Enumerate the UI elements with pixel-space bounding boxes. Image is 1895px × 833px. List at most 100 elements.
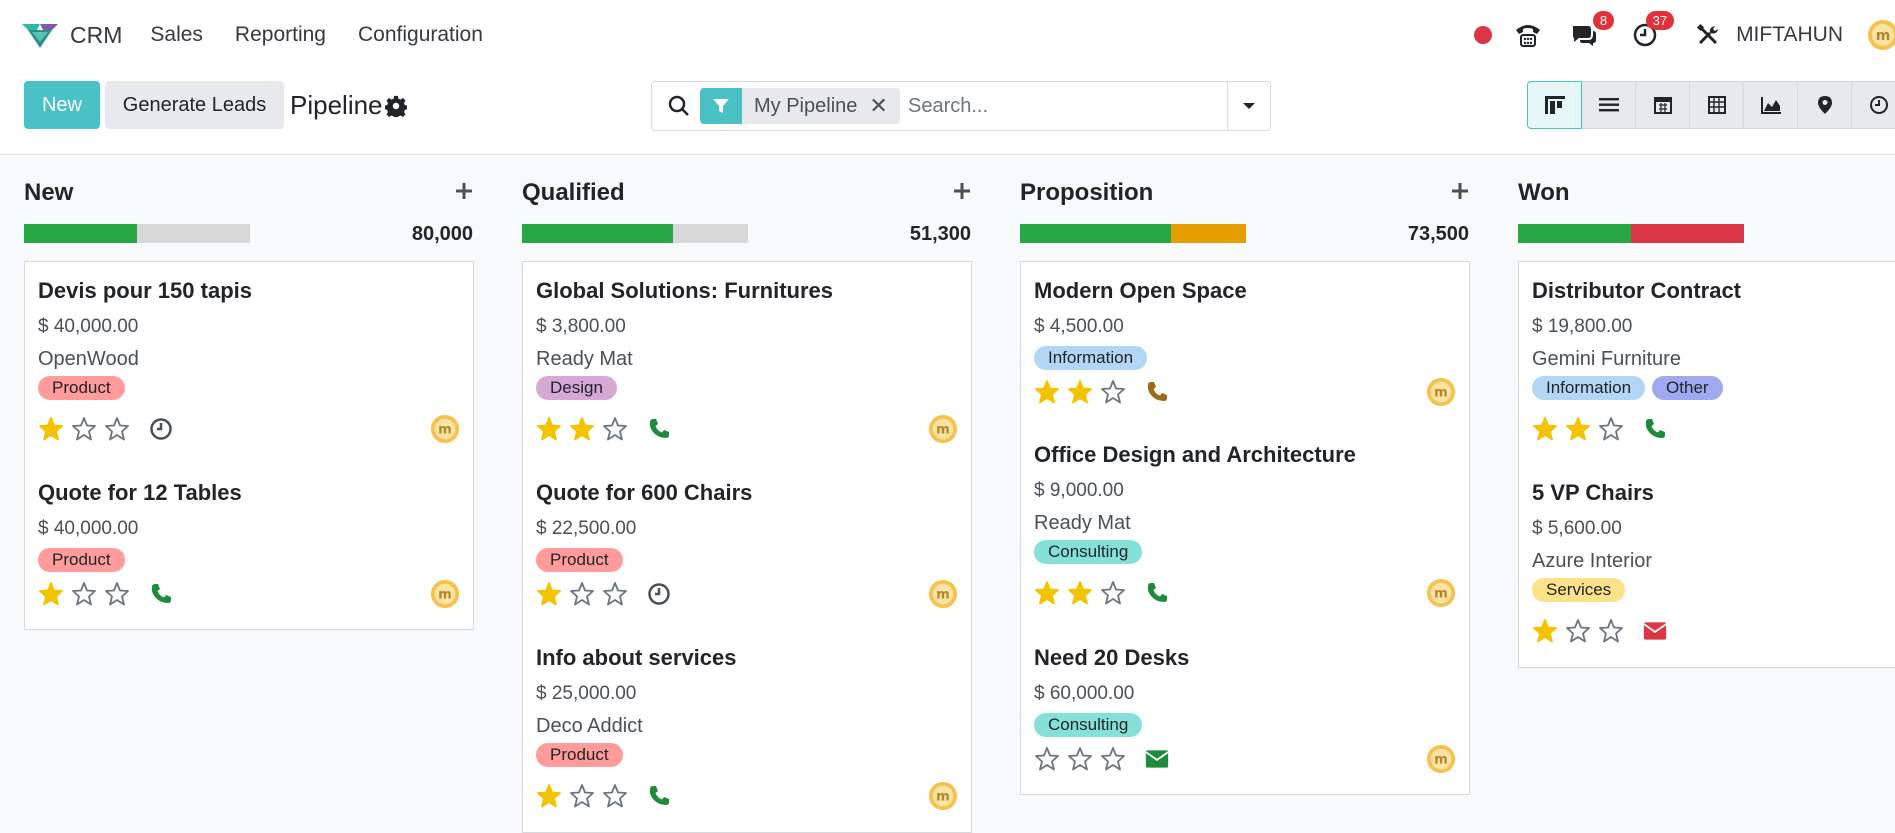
filter-icon bbox=[700, 88, 742, 124]
kanban-card[interactable]: 5 VP Chairs $ 5,600.00 Azure Interior Servi… bbox=[1518, 464, 1895, 668]
star-filled-icon[interactable] bbox=[1034, 379, 1060, 405]
card-assignee-avatar[interactable]: m bbox=[430, 414, 460, 444]
star-empty-icon[interactable] bbox=[569, 581, 595, 607]
star-empty-icon[interactable] bbox=[1100, 746, 1126, 772]
generate-leads-button[interactable]: Generate Leads bbox=[105, 81, 284, 129]
gear-icon[interactable] bbox=[385, 95, 407, 117]
calendar-view-icon bbox=[1653, 97, 1672, 114]
star-empty-icon[interactable] bbox=[569, 783, 595, 809]
map-view-button[interactable] bbox=[1798, 81, 1852, 129]
kanban-card[interactable]: Info about services $ 25,000.00 Deco Addic… bbox=[522, 629, 972, 833]
pivot-view-button[interactable] bbox=[1690, 81, 1744, 129]
app-brand[interactable]: CRM bbox=[20, 20, 122, 50]
star-empty-icon[interactable] bbox=[1598, 416, 1624, 442]
star-empty-icon[interactable] bbox=[1067, 746, 1093, 772]
search-options-toggle[interactable] bbox=[1227, 82, 1270, 130]
star-filled-icon[interactable] bbox=[536, 581, 562, 607]
star-filled-icon[interactable] bbox=[536, 783, 562, 809]
menu-reporting[interactable]: Reporting bbox=[234, 23, 326, 46]
menu-sales[interactable]: Sales bbox=[150, 23, 203, 46]
star-empty-icon[interactable] bbox=[1598, 618, 1624, 644]
star-filled-icon[interactable] bbox=[569, 416, 595, 442]
activity-view-button[interactable] bbox=[1852, 81, 1895, 129]
column-progress-bar[interactable] bbox=[522, 224, 748, 243]
phone-icon[interactable] bbox=[647, 784, 671, 808]
star-filled-icon[interactable] bbox=[1067, 379, 1093, 405]
voip-phone-icon bbox=[1516, 25, 1541, 47]
add-card-icon[interactable] bbox=[952, 181, 972, 201]
card-footer bbox=[1532, 618, 1667, 644]
clock-icon[interactable] bbox=[647, 582, 671, 606]
phone-icon[interactable] bbox=[1643, 417, 1667, 441]
star-empty-icon[interactable] bbox=[71, 416, 97, 442]
phone-systray[interactable] bbox=[1514, 22, 1542, 48]
star-filled-icon[interactable] bbox=[536, 416, 562, 442]
star-empty-icon[interactable] bbox=[104, 416, 130, 442]
new-button[interactable]: New bbox=[24, 81, 100, 129]
star-empty-icon[interactable] bbox=[602, 581, 628, 607]
graph-view-button[interactable] bbox=[1744, 81, 1798, 129]
star-filled-icon[interactable] bbox=[1565, 416, 1591, 442]
card-title: Devis pour 150 tapis bbox=[38, 278, 252, 303]
svg-text:m: m bbox=[1434, 587, 1448, 602]
user-avatar[interactable]: m bbox=[1867, 19, 1895, 51]
tools-menu[interactable] bbox=[1696, 23, 1720, 47]
list-view-button[interactable] bbox=[1582, 81, 1636, 129]
menu-configuration[interactable]: Configuration bbox=[357, 23, 483, 46]
card-assignee-avatar[interactable]: m bbox=[1426, 377, 1456, 407]
kanban-view-button[interactable] bbox=[1527, 81, 1582, 129]
facet-remove-icon[interactable]: ✕ bbox=[869, 93, 888, 118]
add-card-icon[interactable] bbox=[1450, 181, 1470, 201]
column-progress-bar[interactable] bbox=[1518, 224, 1744, 243]
messaging-menu[interactable]: 8 bbox=[1570, 11, 1615, 48]
card-assignee-avatar[interactable]: m bbox=[928, 781, 958, 811]
search-icon[interactable] bbox=[668, 95, 690, 117]
phone-icon[interactable] bbox=[1145, 581, 1169, 605]
search-input[interactable] bbox=[906, 90, 1210, 122]
kanban-card[interactable]: Office Design and Architecture $ 9,000.00… bbox=[1020, 426, 1470, 630]
star-empty-icon[interactable] bbox=[1034, 746, 1060, 772]
card-assignee-avatar[interactable]: m bbox=[430, 579, 460, 609]
add-card-icon[interactable] bbox=[454, 181, 474, 201]
record-dot-icon bbox=[1474, 26, 1493, 44]
kanban-card[interactable]: Global Solutions: Furnitures $ 3,800.00 Re… bbox=[522, 261, 972, 466]
star-filled-icon[interactable] bbox=[38, 416, 64, 442]
card-assignee-avatar[interactable]: m bbox=[1426, 744, 1456, 774]
card-assignee-avatar[interactable]: m bbox=[928, 414, 958, 444]
star-filled-icon[interactable] bbox=[38, 581, 64, 607]
star-filled-icon[interactable] bbox=[1532, 618, 1558, 644]
star-filled-icon[interactable] bbox=[1034, 580, 1060, 606]
calendar-view-button[interactable] bbox=[1636, 81, 1690, 129]
star-empty-icon[interactable] bbox=[602, 783, 628, 809]
star-empty-icon[interactable] bbox=[602, 416, 628, 442]
card-company: Azure Interior bbox=[1532, 550, 1653, 572]
kanban-card[interactable]: Distributor Contract $ 19,800.00 Gemini Fu… bbox=[1518, 261, 1895, 466]
star-filled-icon[interactable] bbox=[1532, 416, 1558, 442]
card-assignee-avatar[interactable]: m bbox=[1426, 578, 1456, 608]
kanban-card[interactable]: Quote for 12 Tables $ 40,000.00 Product m bbox=[24, 464, 474, 630]
star-empty-icon[interactable] bbox=[1565, 618, 1591, 644]
kanban-card[interactable]: Quote for 600 Chairs $ 22,500.00 Product m bbox=[522, 464, 972, 630]
star-empty-icon[interactable] bbox=[71, 581, 97, 607]
clock-icon[interactable] bbox=[149, 417, 173, 441]
envelope-icon[interactable] bbox=[1643, 619, 1667, 643]
kanban-card[interactable]: Devis pour 150 tapis $ 40,000.00 OpenWood P… bbox=[24, 261, 474, 466]
star-empty-icon[interactable] bbox=[104, 581, 130, 607]
chat-bubbles-icon bbox=[1573, 26, 1597, 46]
activity-menu[interactable]: 37 bbox=[1632, 11, 1675, 48]
kanban-card[interactable]: Need 20 Desks $ 60,000.00 Consulting m bbox=[1020, 629, 1470, 795]
phone-icon[interactable] bbox=[1145, 380, 1169, 404]
kanban-card[interactable]: Modern Open Space $ 4,500.00 Information m bbox=[1020, 261, 1470, 428]
column-progress-bar[interactable] bbox=[24, 224, 250, 243]
envelope-icon[interactable] bbox=[1145, 747, 1169, 771]
phone-icon[interactable] bbox=[647, 417, 671, 441]
user-name[interactable]: MIFTAHUN bbox=[1736, 23, 1843, 46]
card-assignee-avatar[interactable]: m bbox=[928, 579, 958, 609]
star-empty-icon[interactable] bbox=[1100, 379, 1126, 405]
phone-icon[interactable] bbox=[149, 582, 173, 606]
star-empty-icon[interactable] bbox=[1100, 580, 1126, 606]
star-filled-icon[interactable] bbox=[1067, 580, 1093, 606]
record-button[interactable] bbox=[1474, 26, 1493, 44]
column-progress-bar[interactable] bbox=[1020, 224, 1246, 243]
filter-facet: My Pipeline ✕ bbox=[700, 88, 900, 124]
